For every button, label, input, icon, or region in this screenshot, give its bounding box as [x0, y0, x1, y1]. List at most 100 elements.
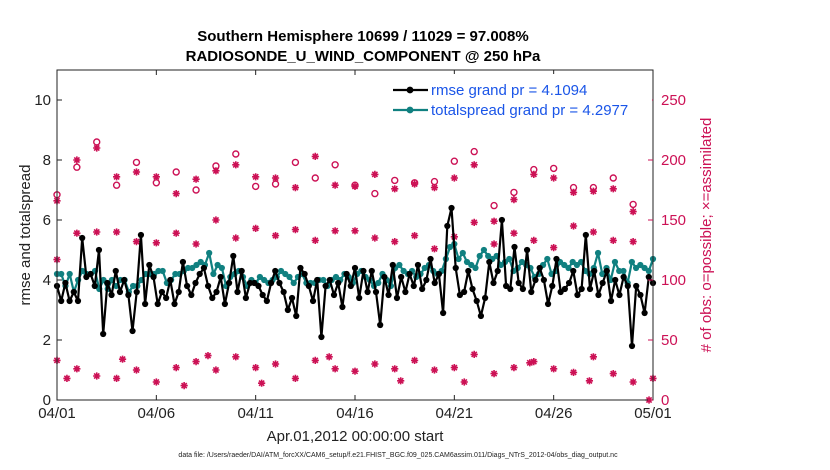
rmse-point	[318, 333, 325, 341]
rmse-point	[402, 288, 409, 296]
obs-assimilated-marker	[470, 218, 478, 226]
rmse-point	[377, 321, 384, 329]
rmse-point	[326, 276, 333, 284]
x-tick-label: 05/01	[634, 405, 672, 422]
rmse-point	[641, 309, 648, 317]
obs-assimilated-marker	[132, 366, 141, 374]
rmse-point	[616, 291, 623, 299]
rmse-point	[490, 279, 497, 287]
rmse-point	[511, 243, 518, 251]
rmse-point	[461, 288, 468, 296]
legend-spread-label: totalspread grand pr = 4.2977	[431, 102, 628, 119]
rmse-point	[213, 288, 220, 296]
rmse-point	[225, 279, 233, 287]
y-tick-label: 8	[43, 152, 51, 169]
obs-assimilated-marker	[172, 364, 180, 372]
obs-assimilated-marker	[510, 196, 518, 204]
rmse-point	[486, 258, 493, 266]
rmse-point	[519, 285, 526, 293]
obs-assimilated-marker	[411, 356, 419, 364]
rmse-point	[314, 276, 321, 284]
obs-assimilated-marker	[232, 353, 240, 361]
totalspread-point	[476, 252, 483, 260]
obs-assimilated-marker	[291, 226, 299, 234]
rmse-point	[301, 270, 308, 278]
rmse-point	[628, 342, 636, 350]
rmse-point	[221, 300, 228, 308]
totalspread-point	[218, 264, 225, 272]
rmse-point	[263, 297, 270, 305]
rmse-point	[163, 294, 170, 302]
obs-assimilated-marker	[490, 370, 498, 378]
obs-assimilated-marker	[351, 367, 359, 375]
rmse-point	[91, 282, 98, 290]
obs-assimilated-marker	[371, 170, 379, 178]
totalspread-point	[599, 270, 606, 278]
rmse-point	[544, 300, 552, 308]
totalspread-point	[472, 264, 479, 272]
y-right-tick-label: 250	[661, 92, 686, 109]
rmse-point	[293, 312, 300, 320]
obs-assimilated-marker	[113, 173, 121, 181]
rmse-point	[528, 288, 535, 296]
rmse-point	[179, 258, 187, 266]
rmse-point	[339, 303, 346, 311]
legend-box	[386, 74, 652, 122]
rmse-point	[288, 294, 296, 302]
obs-assimilated-marker	[73, 365, 81, 373]
obs-assimilated-marker	[530, 170, 538, 178]
rmse-point	[297, 264, 304, 272]
rmse-point	[389, 261, 396, 269]
y-tick-label: 4	[43, 272, 51, 289]
obs-possible-marker	[609, 174, 617, 182]
rmse-point	[603, 267, 610, 275]
obs-assimilated-marker	[311, 356, 319, 364]
rmse-point	[553, 255, 560, 263]
rmse-point	[419, 285, 426, 293]
obs-possible-marker	[132, 158, 141, 167]
y-right-tick-label: 0	[661, 392, 669, 409]
chart-title: Southern Hemisphere 10699 / 11029 = 97.0…	[197, 28, 528, 45]
obs-possible-marker	[490, 201, 498, 210]
obs-assimilated-marker	[550, 174, 558, 182]
obs-assimilated-marker	[192, 175, 200, 183]
obs-possible-marker	[311, 174, 319, 182]
rmse-point	[599, 279, 606, 287]
obs-assimilated-marker	[63, 374, 71, 382]
rmse-point	[645, 273, 652, 281]
rmse-point	[196, 270, 203, 278]
obs-assimilated-marker	[589, 228, 597, 236]
rmse-point	[330, 291, 338, 299]
obs-assimilated-marker	[172, 229, 180, 237]
obs-assimilated-marker	[351, 227, 359, 235]
legend: rmse grand pr = 4.1094 totalspread grand…	[386, 74, 652, 122]
obs-assimilated-marker	[331, 181, 339, 189]
totalspread-point	[375, 279, 382, 287]
obs-assimilated-marker	[152, 239, 160, 247]
rmse-point	[498, 216, 506, 224]
rmse-point	[398, 273, 405, 281]
rmse-point	[427, 255, 434, 263]
rmse-series	[53, 204, 657, 350]
rmse-point	[100, 330, 107, 338]
totalspread-point	[58, 270, 65, 278]
rmse-point	[70, 288, 77, 296]
rmse-point	[586, 285, 594, 293]
rmse-point	[259, 291, 266, 299]
obs-assimilated-marker	[252, 364, 260, 372]
obs-possible-marker	[391, 176, 399, 185]
totalspread-point	[290, 279, 297, 287]
obs-assimilated-marker	[450, 364, 458, 372]
obs-assimilated-marker	[530, 236, 538, 244]
obs-assimilated-marker	[460, 378, 468, 386]
obs-assimilated-marker	[569, 368, 578, 376]
obs-assimilated-marker	[93, 228, 101, 236]
obs-possible-marker	[629, 200, 637, 209]
rmse-point	[570, 267, 577, 275]
obs-assimilated-marker	[411, 232, 419, 240]
obs-possible-marker	[73, 163, 81, 171]
obs-assimilated-marker	[526, 359, 534, 367]
obs-assimilated-marker	[271, 174, 280, 182]
rmse-point	[507, 285, 514, 293]
obs-possible-marker	[172, 168, 180, 176]
